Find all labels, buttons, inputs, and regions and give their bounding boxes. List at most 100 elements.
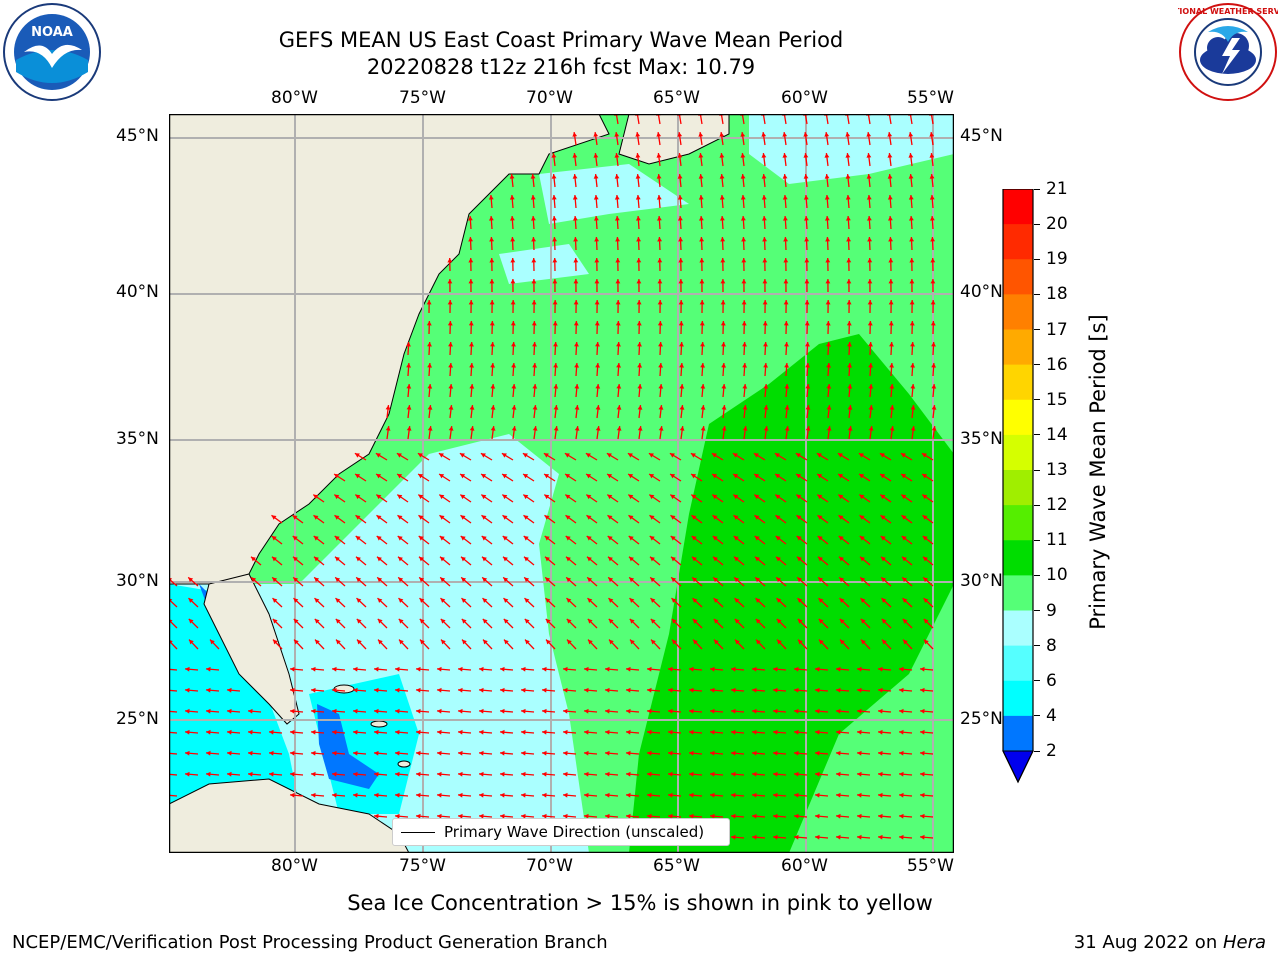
wave-direction-arrowhead: [714, 639, 719, 645]
wave-direction-arrowhead: [626, 813, 631, 819]
wave-direction-arrowhead: [488, 195, 494, 200]
wave-direction-arrowhead: [929, 174, 935, 179]
wave-direction-arrowhead: [658, 426, 664, 431]
wave-direction-arrowhead: [773, 708, 778, 714]
wave-direction-arrowhead: [552, 216, 557, 221]
wave-direction-arrowhead: [901, 536, 907, 541]
wave-direction-arrowhead: [775, 494, 781, 500]
wave-direction-arrowhead: [606, 453, 612, 458]
wave-direction-arrowhead: [878, 792, 883, 798]
wave-direction-arrowhead: [899, 708, 904, 714]
wave-direction-arrowhead: [909, 300, 915, 305]
wave-direction-arrowhead: [469, 426, 475, 431]
wave-direction-arrowhead: [376, 515, 382, 520]
wave-direction-arrowhead: [825, 300, 831, 305]
wave-direction-arrowhead: [468, 279, 474, 284]
wave-direction-arrowhead: [846, 237, 851, 242]
wave-direction-arrowhead: [689, 729, 694, 735]
wave-direction-arrowhead: [719, 174, 725, 179]
wave-direction-arrowhead: [290, 771, 295, 777]
wave-direction-arrowhead: [650, 618, 656, 624]
wave-direction-arrowhead: [490, 363, 495, 368]
wave-direction-arrowhead: [273, 639, 278, 645]
wave-direction-arrowhead: [720, 321, 726, 326]
wave-direction-arrowhead: [908, 195, 914, 200]
wave-direction-arrowhead: [710, 750, 715, 756]
wave-direction-arrowhead: [314, 556, 319, 562]
wave-direction-arrowhead: [647, 666, 652, 672]
land-cuba: [169, 778, 410, 853]
wave-direction-arrowhead: [860, 598, 866, 603]
wave-direction-arrowhead: [637, 426, 643, 431]
wave-direction-arrowhead: [427, 342, 432, 347]
wave-direction-arrowhead: [416, 729, 421, 735]
wave-direction-arrowhead: [504, 639, 509, 645]
wave-direction-arrowhead: [458, 813, 463, 819]
wave-direction-arrowhead: [502, 474, 508, 479]
wave-direction-arrowhead: [479, 687, 484, 693]
nws-logo-text: NATIONAL WEATHER SERVICE: [1178, 7, 1278, 16]
colorbar-segment: [1003, 399, 1033, 436]
wave-direction-arrowhead: [437, 813, 442, 819]
wave-direction-arrowhead: [614, 132, 620, 137]
wave-direction-arrowhead: [903, 639, 908, 645]
wave-direction-arrowhead: [713, 577, 719, 583]
wave-direction-arrowhead: [418, 515, 424, 520]
wave-direction-arrowhead: [761, 195, 767, 200]
wave-direction-arrowhead: [615, 258, 621, 263]
wave-direction-arrowhead: [773, 687, 778, 693]
wave-direction-arrowhead: [395, 729, 400, 735]
wave-direction-arrowhead: [500, 666, 505, 672]
wave-direction-arrowhead: [846, 216, 851, 221]
wave-direction-arrowhead: [740, 174, 746, 179]
colorbar-tick-label: 16: [1034, 355, 1074, 375]
wave-direction-arrowhead: [658, 342, 663, 347]
wave-direction-arrowhead: [501, 453, 507, 458]
wave-direction-arrowhead: [908, 153, 914, 158]
wave-direction-arrowhead: [397, 474, 403, 479]
wave-direction-arrowhead: [922, 494, 928, 500]
wave-direction-arrowhead: [510, 216, 515, 221]
wave-direction-arrow: [930, 114, 934, 125]
wave-direction-arrow: [169, 689, 178, 692]
wave-direction-arrowhead: [741, 237, 746, 242]
wave-direction-arrowhead: [595, 363, 600, 368]
wave-direction-arrowhead: [796, 536, 802, 541]
wave-direction-arrowhead: [910, 384, 916, 389]
wave-direction-arrowhead: [332, 750, 337, 756]
wave-direction-arrowhead: [797, 556, 802, 562]
wave-direction-arrowhead: [395, 687, 400, 693]
wave-direction-arrowhead: [650, 556, 655, 562]
wave-direction-arrowhead: [564, 453, 570, 458]
wave-direction-arrowhead: [447, 279, 453, 284]
wave-direction-arrowhead: [290, 729, 295, 735]
colorbar-segment: [1003, 505, 1033, 541]
colorbar-segment: [1003, 470, 1033, 506]
wave-direction-arrowhead: [398, 556, 403, 562]
wave-direction-arrowhead: [649, 474, 655, 479]
wave-direction-arrowhead: [290, 792, 295, 798]
chart-title: GEFS MEAN US East Coast Primary Wave Mea…: [278, 28, 844, 52]
wave-direction-arrow: [615, 114, 619, 125]
wave-direction-arrowhead: [826, 405, 832, 410]
wave-direction-arrowhead: [815, 666, 820, 672]
wave-direction-arrowhead: [573, 300, 579, 305]
wave-direction-arrowhead: [859, 494, 865, 500]
wave-direction-arrowhead: [292, 536, 298, 541]
wave-direction-arrowhead: [335, 577, 341, 583]
wave-direction-arrowhead: [629, 598, 635, 603]
wave-direction-arrowhead: [857, 792, 862, 798]
wave-direction-arrowhead: [910, 405, 916, 410]
wave-direction-arrowhead: [469, 384, 475, 389]
wave-direction-arrow: [783, 114, 787, 125]
wave-direction-arrowhead: [490, 405, 496, 410]
wave-direction-arrowhead: [626, 792, 631, 798]
wave-direction-arrowhead: [794, 729, 799, 735]
wave-direction-arrowhead: [594, 321, 600, 326]
wave-direction-arrowhead: [731, 666, 736, 672]
wave-direction-arrowhead: [817, 494, 823, 500]
wave-direction-arrowhead: [731, 750, 736, 756]
wave-direction-arrowhead: [479, 771, 484, 777]
wave-direction-arrowhead: [670, 474, 676, 479]
wave-direction-arrowhead: [689, 708, 694, 714]
